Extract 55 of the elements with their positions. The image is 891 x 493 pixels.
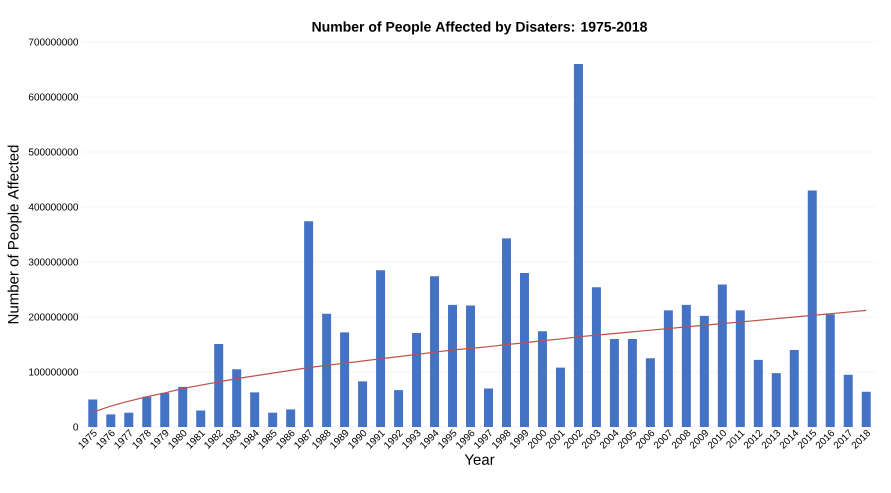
bar <box>826 314 835 427</box>
y-tick-label: 100000000 <box>29 368 78 376</box>
bar <box>466 305 476 427</box>
bar <box>628 339 637 427</box>
bar <box>286 409 296 427</box>
bar <box>556 368 565 427</box>
bar <box>484 388 493 427</box>
y-tick-label: 500000000 <box>28 148 78 156</box>
y-tick-label: 200000000 <box>28 313 78 321</box>
y-tick-label: 0 <box>73 423 78 431</box>
bar <box>664 310 673 427</box>
y-tick-label: 700000000 <box>28 38 78 46</box>
x-axis-title: Year <box>464 454 494 465</box>
bar <box>232 369 242 427</box>
bar <box>538 331 547 427</box>
bar <box>862 392 871 427</box>
bar <box>610 339 619 427</box>
y-tick-label: 400000000 <box>28 203 78 211</box>
bar <box>520 273 529 427</box>
bar <box>214 344 224 427</box>
bar <box>502 238 511 427</box>
bar <box>250 392 260 427</box>
bar <box>772 373 781 427</box>
bar <box>808 190 817 427</box>
bar <box>700 316 709 427</box>
bar <box>718 284 727 427</box>
bar <box>394 390 404 427</box>
bar <box>340 332 350 427</box>
bar <box>304 221 314 427</box>
bar <box>142 396 152 427</box>
bar <box>358 381 368 427</box>
bar <box>376 270 386 427</box>
bar <box>448 304 458 427</box>
bar <box>736 310 745 427</box>
bar <box>88 400 98 427</box>
y-axis-title: Number of People Affected <box>8 146 22 324</box>
y-tick-label: 600000000 <box>28 93 78 101</box>
bar <box>682 304 691 427</box>
bar <box>790 350 799 427</box>
bar <box>592 287 601 427</box>
bar <box>322 314 332 427</box>
bar <box>160 392 170 427</box>
bar <box>574 64 583 427</box>
bar <box>412 332 422 427</box>
bar <box>430 276 440 427</box>
chart-title: Number of People Affected by Disaters: 1975-2018 <box>312 21 647 34</box>
bar <box>106 414 116 427</box>
bar <box>844 374 853 427</box>
y-tick-label: 300000000 <box>28 258 78 266</box>
bar <box>196 410 206 427</box>
bar <box>754 360 763 427</box>
bar <box>178 386 188 427</box>
bar <box>268 412 278 427</box>
bar <box>646 358 655 427</box>
bar <box>124 412 134 427</box>
